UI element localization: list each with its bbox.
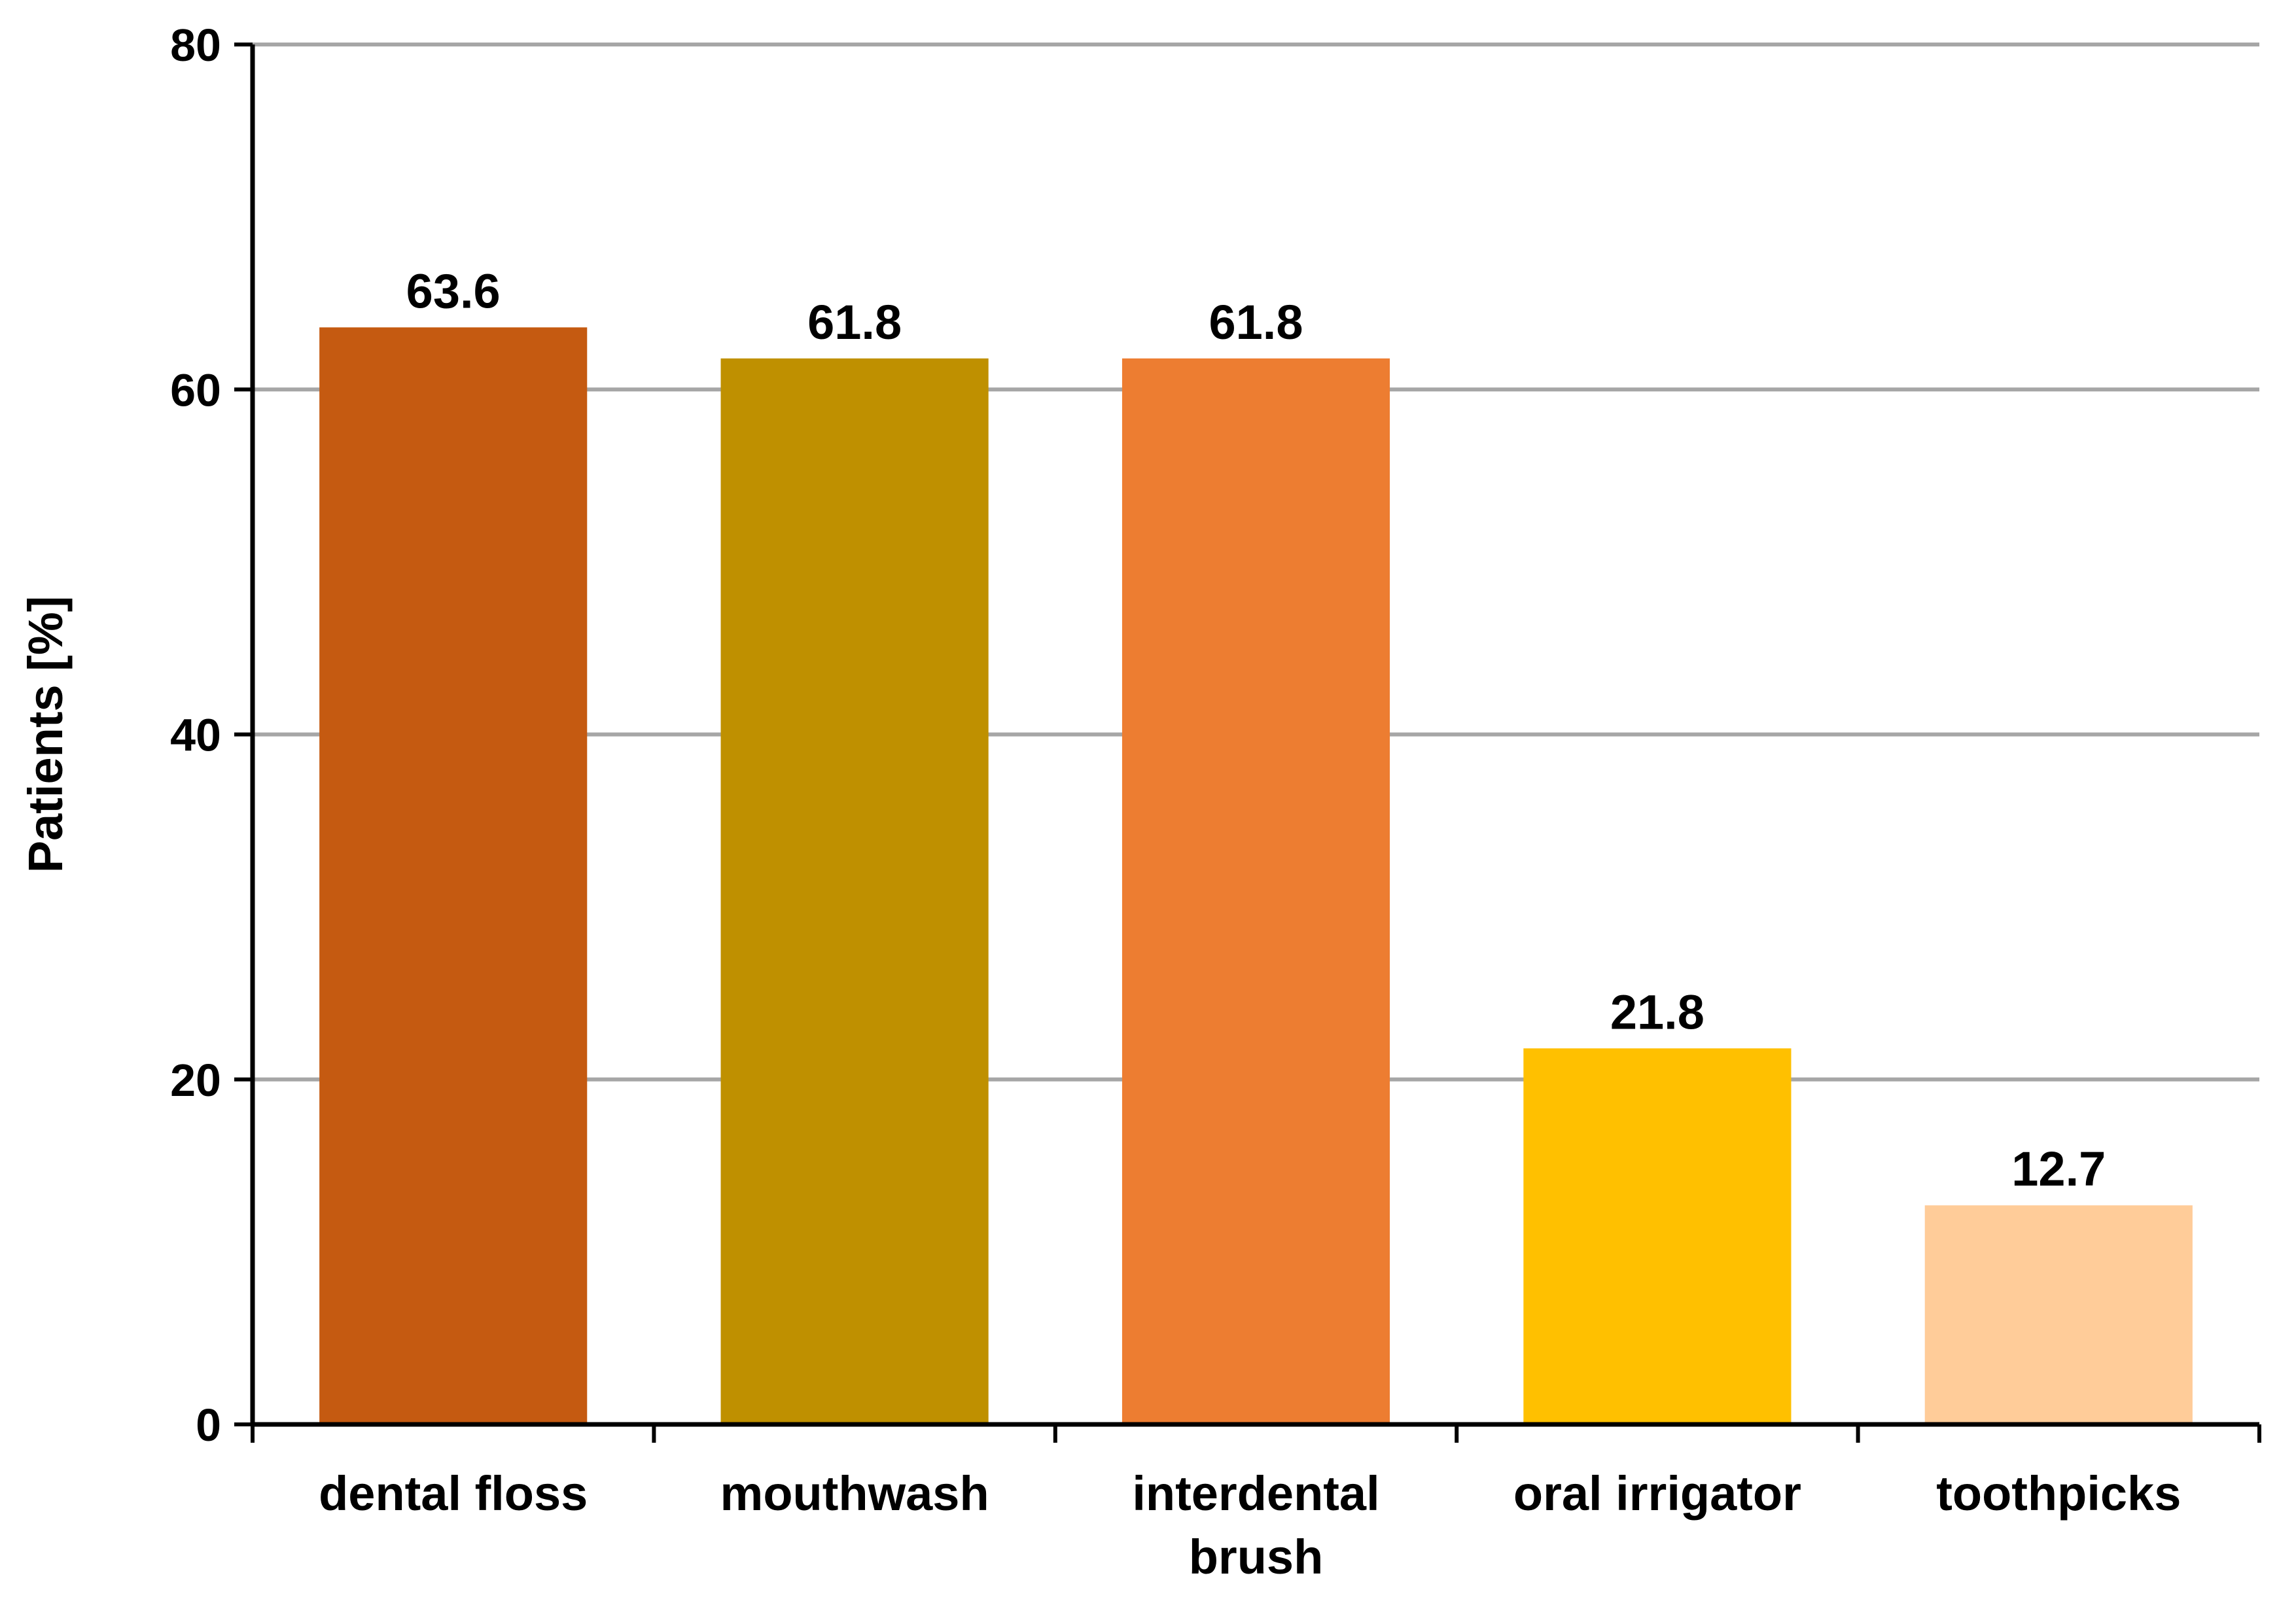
x-tick-label: dental floss (319, 1466, 588, 1521)
bar (1122, 358, 1390, 1424)
bar (1924, 1205, 2193, 1424)
bars (319, 327, 2193, 1425)
x-tick-label: interdental brush (1132, 1466, 1379, 1584)
y-tick-label: 40 (170, 710, 221, 761)
x-tick-labels: dental floss mouthwash interdental brush ora… (319, 1466, 2181, 1584)
bar (1523, 1048, 1792, 1424)
bar (720, 358, 989, 1424)
data-label: 63.6 (406, 264, 501, 318)
y-tick-label: 60 (170, 364, 221, 415)
x-tick-label: oral irrigator (1513, 1466, 1801, 1521)
y-tick-label: 20 (170, 1055, 221, 1106)
axes (234, 43, 2261, 1443)
y-axis-title: Patients [%] (18, 596, 73, 873)
value-labels: 63.6 61.8 61.8 21.8 12.7 (406, 264, 2106, 1196)
data-label: 21.8 (1610, 985, 1704, 1039)
data-label: 61.8 (807, 295, 902, 349)
bar (319, 327, 588, 1425)
y-tick-labels: 0 20 40 60 80 (170, 20, 221, 1451)
x-tick-label: mouthwash (720, 1466, 989, 1521)
data-label: 12.7 (2011, 1142, 2106, 1196)
x-tick-label: toothpicks (1936, 1466, 2181, 1521)
data-label: 61.8 (1209, 295, 1303, 349)
y-tick-label: 0 (196, 1400, 221, 1451)
y-tick-label: 80 (170, 20, 221, 71)
